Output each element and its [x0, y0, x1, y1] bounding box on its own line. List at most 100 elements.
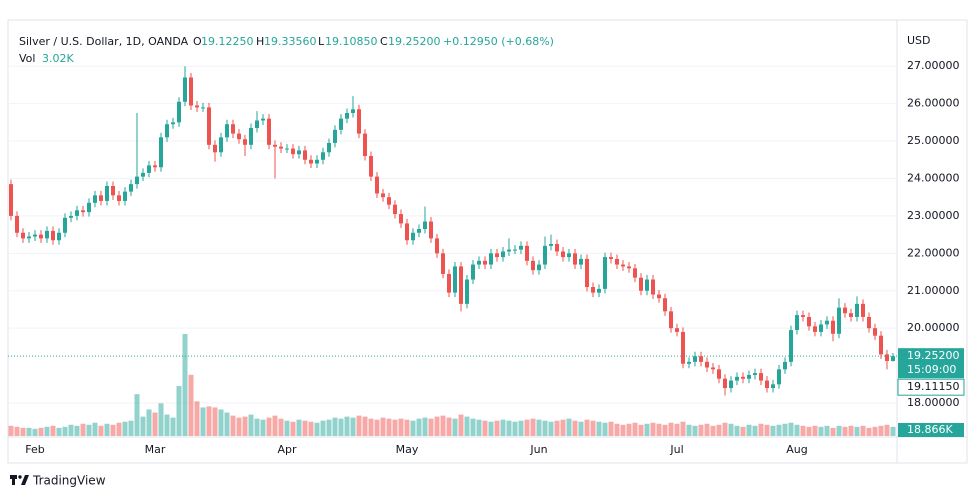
high-label: H	[256, 35, 264, 48]
volume-bar	[170, 417, 176, 436]
candle-body	[783, 361, 787, 370]
volume-bar	[188, 374, 194, 436]
candle-body	[723, 378, 727, 389]
volume-bar	[530, 418, 536, 436]
volume-bar	[758, 423, 764, 436]
candle-body	[117, 195, 121, 201]
candle-body	[93, 195, 97, 203]
volume-bar	[470, 418, 476, 436]
candle-body	[195, 105, 199, 108]
candle-body	[687, 361, 691, 364]
volume-bar	[608, 421, 614, 436]
y-tick-label: 26.00000	[907, 97, 960, 110]
volume-bar	[524, 419, 530, 436]
candle-body	[201, 107, 205, 109]
low-label: L	[318, 35, 325, 48]
candle-body	[771, 384, 775, 389]
volume-bar	[92, 422, 98, 436]
volume-bar	[230, 415, 236, 436]
candle-body	[165, 124, 169, 138]
candle-body	[243, 139, 247, 145]
volume-bar	[50, 425, 56, 436]
volume-bar	[80, 423, 86, 436]
volume-bar	[500, 419, 506, 436]
candle-body	[369, 156, 373, 177]
candle-body	[585, 258, 589, 288]
candle-body	[213, 144, 217, 153]
volume-bar	[320, 420, 326, 436]
x-tick-label: Mar	[145, 443, 166, 456]
candle-body	[417, 229, 421, 233]
volume-bar	[104, 423, 110, 436]
volume-bar	[338, 418, 344, 436]
candle-body	[87, 202, 91, 213]
candle-body	[189, 77, 193, 106]
candle-layer	[9, 66, 895, 396]
logo-part	[10, 475, 17, 479]
candle-body	[225, 124, 229, 138]
open-value: 19.12250	[201, 35, 254, 48]
volume-bar	[614, 423, 620, 436]
candle-body	[549, 243, 553, 246]
volume-bar	[236, 417, 242, 436]
volume-bar	[134, 394, 140, 436]
logo-part	[21, 475, 29, 485]
volume-bar	[380, 417, 386, 436]
currency-label: USD	[907, 34, 931, 47]
volume-bar	[374, 419, 380, 436]
candle-body	[663, 298, 667, 312]
candle-body	[807, 316, 811, 327]
volume-bar	[848, 425, 854, 436]
candle-body	[285, 148, 289, 150]
candle-body	[315, 159, 319, 164]
y-tick-label: 18.00000	[907, 396, 960, 409]
volume-bar	[8, 425, 14, 436]
x-tick-label: Apr	[277, 443, 297, 456]
volume-bar	[716, 424, 722, 436]
volume-bar	[326, 419, 332, 436]
candle-body	[111, 185, 115, 196]
volume-bar	[806, 426, 812, 436]
volume-bar	[560, 419, 566, 436]
candle-body	[405, 223, 409, 241]
candle-body	[57, 232, 61, 241]
candle-body	[297, 150, 301, 155]
candle-body	[483, 260, 487, 265]
volume-bar	[296, 419, 302, 436]
volume-bar	[32, 428, 38, 436]
candle-body	[825, 320, 829, 325]
volume-bar	[404, 419, 410, 436]
volume-bar	[542, 420, 548, 436]
candle-body	[555, 243, 559, 252]
candle-body	[465, 279, 469, 304]
volume-bar	[368, 418, 374, 436]
candle-body	[255, 120, 259, 128]
candle-body	[795, 315, 799, 331]
candle-body	[813, 326, 817, 332]
countdown-label: 15:09:00	[907, 363, 956, 376]
volume-bar	[464, 416, 470, 436]
candle-body	[51, 230, 55, 241]
candle-body	[573, 253, 577, 265]
x-tick-label: Aug	[786, 443, 807, 456]
x-tick-label: Jul	[669, 443, 683, 456]
volume-bar	[506, 420, 512, 436]
x-tick-label: May	[396, 443, 419, 456]
volume-bar	[164, 414, 170, 436]
candle-body	[435, 238, 439, 254]
volume-bar	[38, 427, 44, 436]
volume-bar	[746, 424, 752, 436]
volume-bar	[14, 426, 20, 436]
grid	[8, 65, 897, 404]
candle-body	[393, 204, 397, 215]
volume-bar	[554, 420, 560, 436]
chart-frame	[7, 19, 968, 464]
volume-bar	[116, 422, 122, 436]
volume-bar	[200, 407, 206, 436]
volume-bar	[578, 421, 584, 436]
candle-body	[321, 152, 325, 160]
candle-body	[399, 214, 403, 224]
volume-bar	[386, 418, 392, 436]
candle-body	[471, 264, 475, 280]
